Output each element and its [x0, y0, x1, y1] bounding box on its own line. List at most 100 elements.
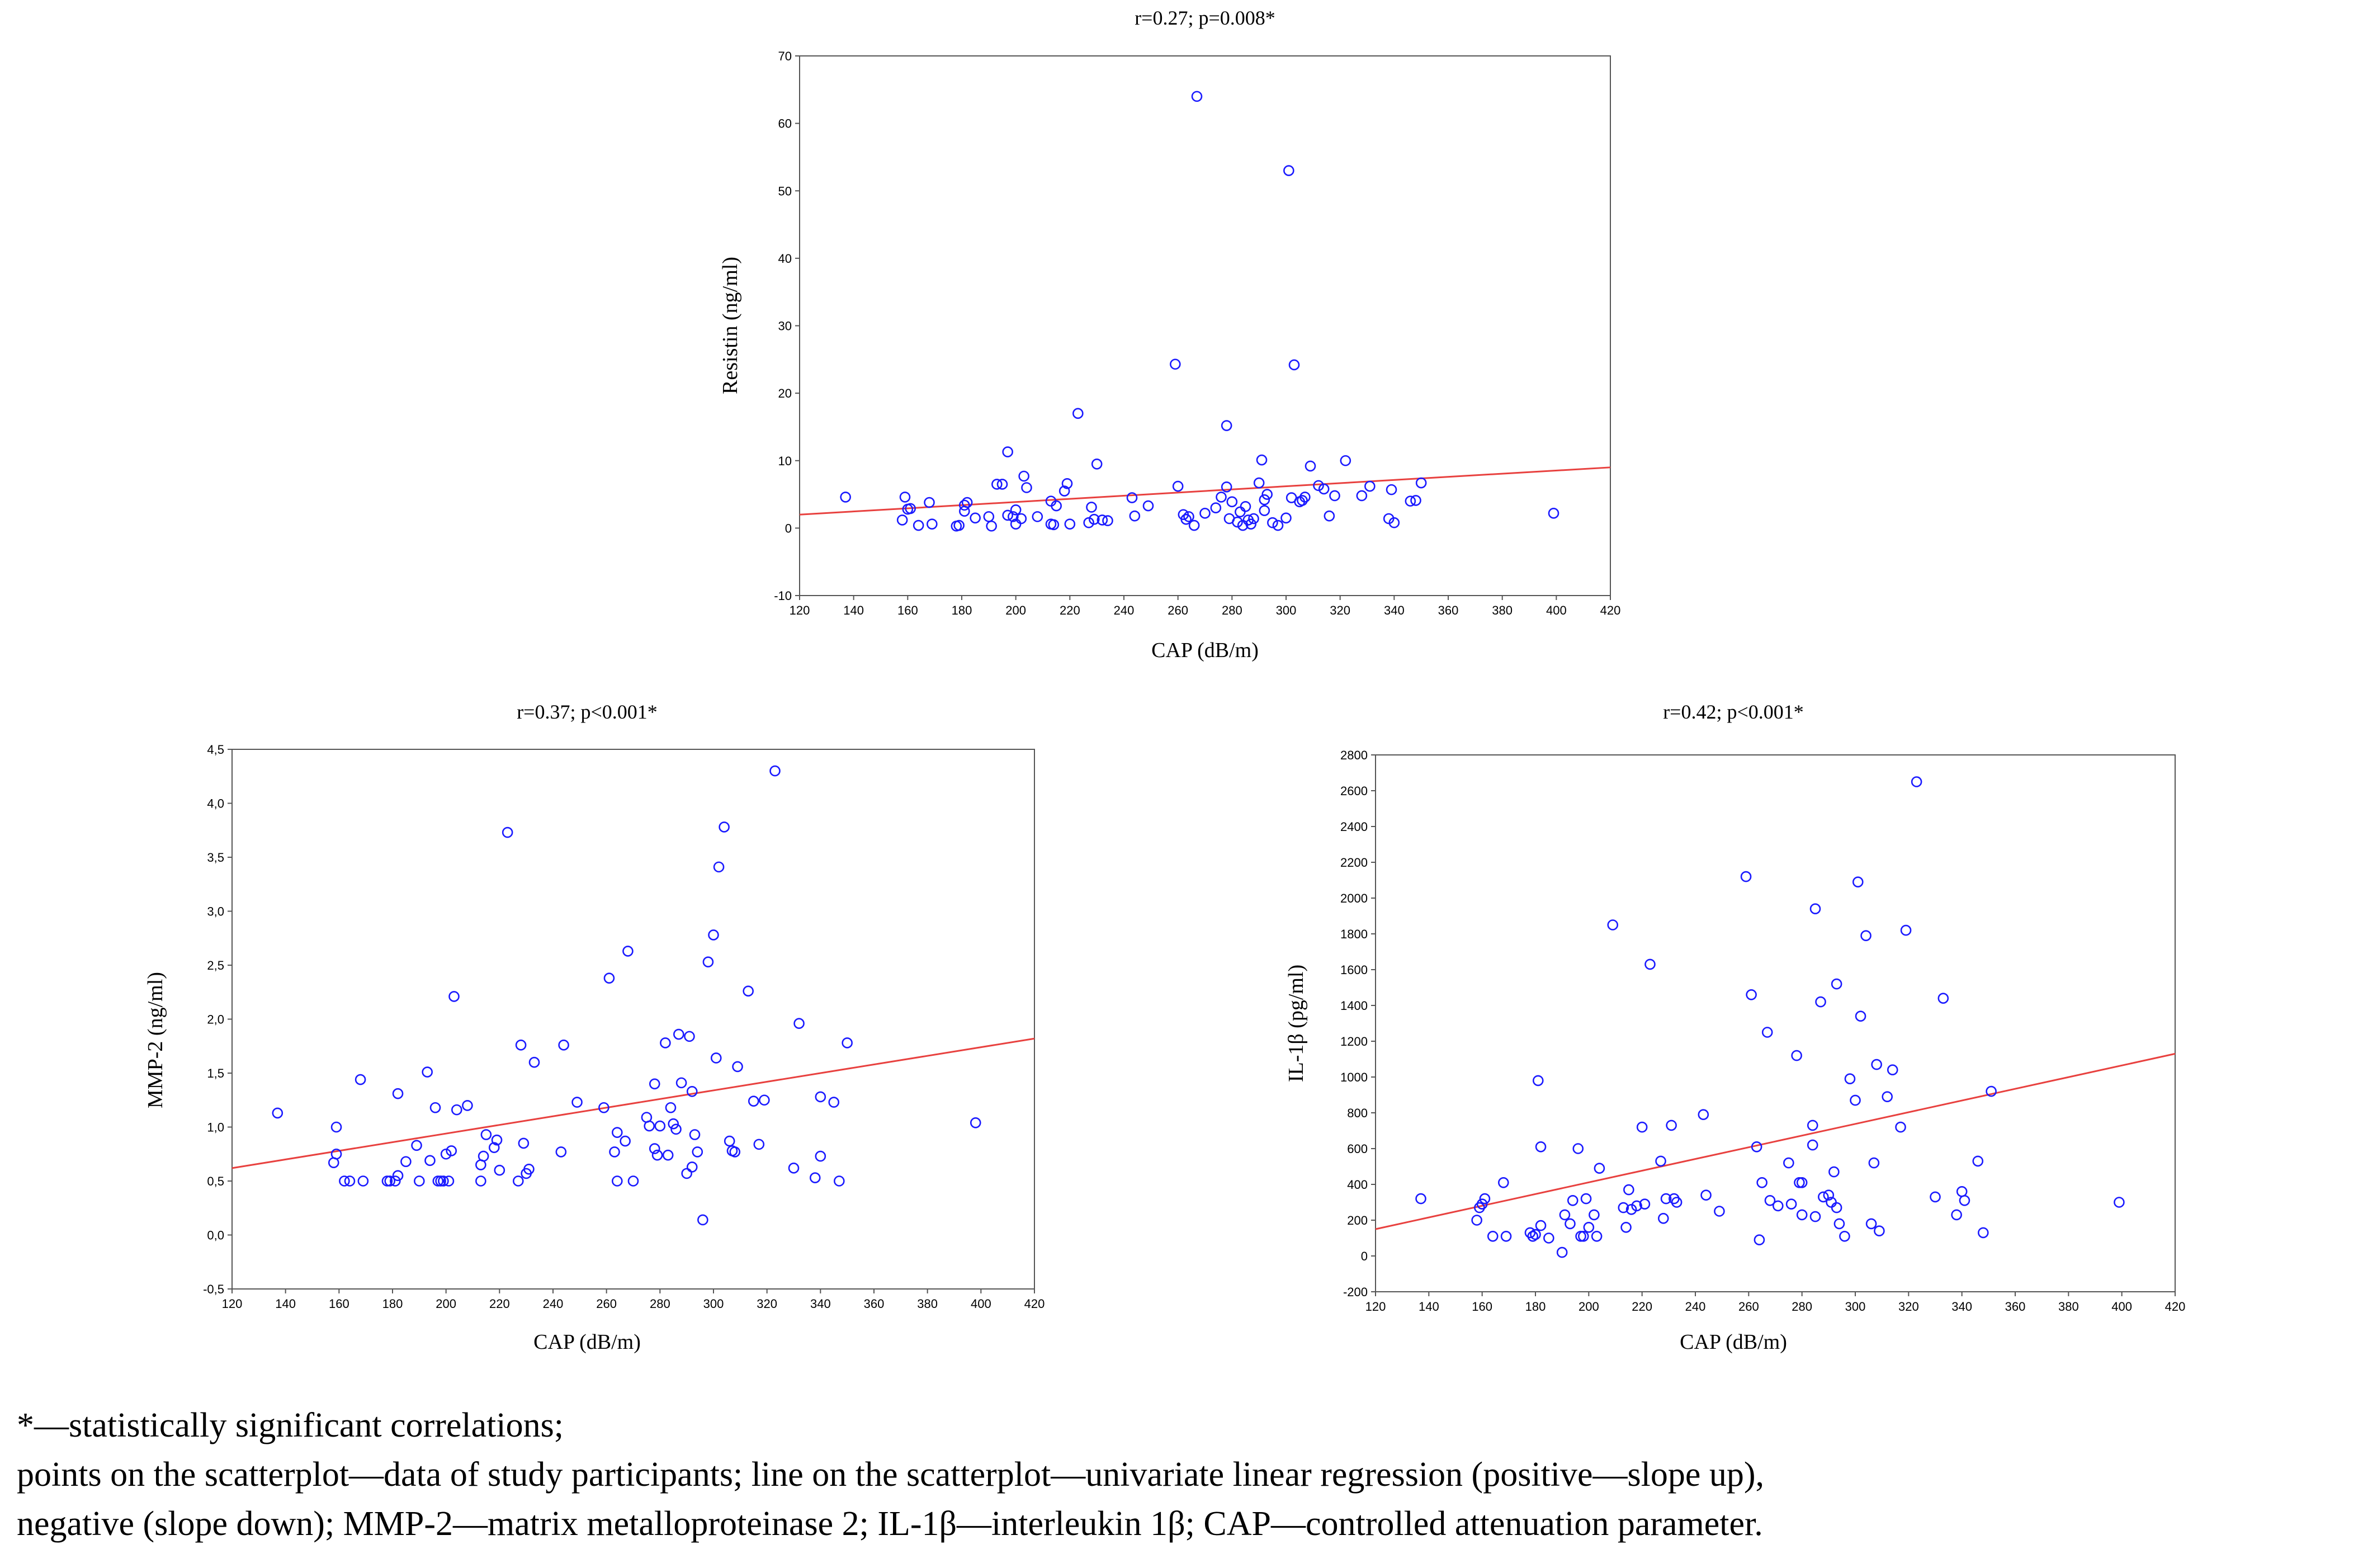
data-point: [1636, 1121, 1648, 1133]
data-point: [662, 1149, 674, 1161]
y-tick-label: 1000: [1340, 1070, 1368, 1084]
data-point: [528, 1056, 540, 1068]
x-tick-label: 160: [897, 603, 918, 617]
data-point: [1299, 492, 1311, 503]
data-point: [1356, 490, 1368, 502]
data-point: [834, 1175, 845, 1187]
data-point: [1021, 482, 1032, 493]
data-point: [1102, 515, 1113, 526]
data-point: [1126, 492, 1138, 503]
data-point: [612, 1127, 623, 1138]
data-point: [1972, 1155, 1984, 1167]
data-point: [1543, 1232, 1554, 1244]
x-axis-label: CAP (dB/m): [1680, 1330, 1787, 1354]
x-tick-label: 300: [703, 1297, 724, 1311]
data-point: [654, 1120, 666, 1132]
data-point: [1671, 1197, 1683, 1208]
data-point: [422, 1066, 433, 1078]
data-point: [1868, 1157, 1880, 1169]
data-point: [660, 1037, 671, 1049]
data-point: [1591, 1231, 1603, 1242]
regression-line: [1375, 1052, 2176, 1230]
data-point: [1644, 958, 1656, 970]
figure-footnote: *—statistically significant correlations…: [17, 1401, 2354, 1548]
data-point: [1051, 500, 1062, 512]
y-tick-label: 30: [778, 319, 792, 333]
y-tick-label: 1800: [1340, 927, 1368, 941]
data-point: [429, 1102, 441, 1113]
data-point: [451, 1104, 462, 1116]
x-tick-label: 420: [2165, 1300, 2186, 1314]
data-point: [1785, 1198, 1797, 1210]
data-point: [1772, 1200, 1784, 1212]
data-point: [620, 1135, 631, 1147]
data-point: [1871, 1059, 1882, 1070]
data-point: [896, 514, 908, 526]
data-point: [1809, 1211, 1821, 1222]
x-tick-label: 220: [489, 1297, 510, 1311]
data-point: [330, 1121, 342, 1133]
data-point: [523, 1163, 535, 1175]
data-point: [1589, 1209, 1600, 1221]
data-point: [1807, 1120, 1818, 1131]
y-tick-label: 2200: [1340, 856, 1368, 870]
data-point: [272, 1107, 283, 1119]
chart-title: r=0.42; p<0.001*: [1663, 701, 1804, 723]
data-point: [1476, 1198, 1488, 1210]
data-point: [970, 1117, 981, 1128]
x-tick-label: 200: [436, 1297, 456, 1311]
data-point: [1283, 165, 1294, 176]
data-point: [355, 1074, 366, 1085]
x-tick-label: 220: [1060, 603, 1080, 617]
data-point: [513, 1175, 524, 1187]
data-point: [1623, 1184, 1634, 1196]
data-point: [1700, 1189, 1712, 1201]
data-point: [1097, 514, 1108, 526]
regression-line: [799, 466, 1611, 516]
x-tick-label: 180: [1525, 1300, 1546, 1314]
y-tick-label: 1,5: [207, 1066, 224, 1080]
plot-frame: [1375, 754, 2176, 1292]
data-point: [649, 1143, 660, 1154]
data-point: [392, 1170, 404, 1182]
data-point: [1498, 1177, 1509, 1188]
data-point: [1280, 512, 1292, 524]
y-tick-label: 0: [1361, 1249, 1368, 1263]
data-point: [2114, 1197, 2125, 1208]
data-point: [598, 1102, 609, 1113]
x-tick-label: 140: [275, 1297, 296, 1311]
footnote-line-legend: points on the scatterplot—data of study …: [17, 1456, 1765, 1494]
data-point: [1089, 513, 1100, 525]
data-point: [702, 956, 714, 968]
data-point: [1048, 519, 1060, 531]
data-point: [1839, 1231, 1850, 1242]
data-point: [339, 1175, 350, 1187]
x-tick-label: 280: [650, 1297, 670, 1311]
y-tick-label: 4,0: [207, 797, 224, 811]
x-tick-label: 220: [1632, 1300, 1652, 1314]
data-point: [899, 492, 911, 503]
y-tick-label: -10: [774, 589, 792, 603]
y-tick-label: 60: [778, 117, 792, 131]
data-point: [1313, 480, 1324, 492]
data-point: [815, 1150, 826, 1162]
data-point: [729, 1146, 741, 1158]
data-point: [1828, 1166, 1840, 1178]
y-tick-label: 400: [1347, 1178, 1368, 1192]
footnote-line-significance: *—statistically significant correlations…: [17, 1406, 564, 1444]
data-point: [1761, 1027, 1773, 1038]
data-point: [1882, 1091, 1893, 1102]
data-point: [438, 1175, 449, 1187]
x-tick-label: 120: [222, 1297, 243, 1311]
x-tick-label: 340: [1951, 1300, 1972, 1314]
data-point: [1532, 1075, 1544, 1087]
data-point: [1188, 519, 1200, 531]
data-point: [1253, 477, 1265, 489]
data-point: [1329, 490, 1340, 502]
x-tick-label: 260: [1168, 603, 1188, 617]
data-point: [1261, 489, 1273, 500]
data-point: [414, 1175, 425, 1187]
data-point: [462, 1100, 473, 1111]
data-point: [1086, 502, 1097, 513]
data-point: [1746, 989, 1757, 1000]
